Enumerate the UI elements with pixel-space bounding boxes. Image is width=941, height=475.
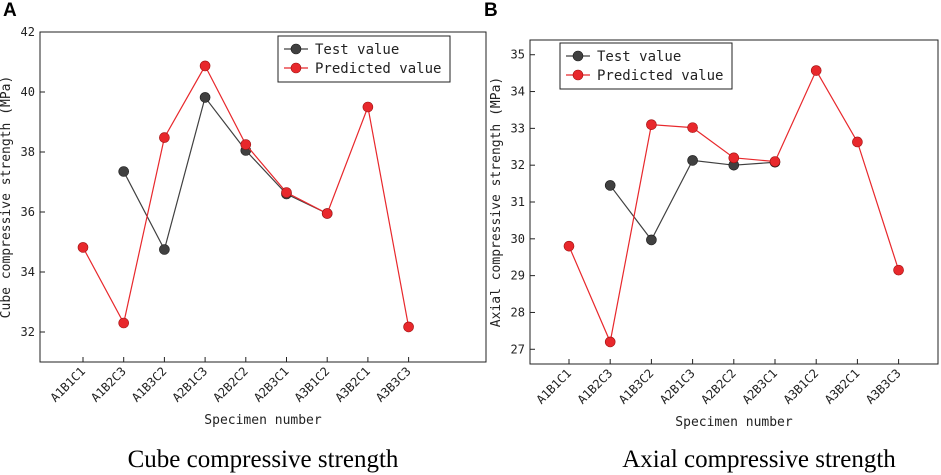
panel-a-series-0-point (118, 166, 129, 177)
panel-b-y-tick-label: 33 (511, 121, 525, 135)
panel-b-y-tick-label: 28 (511, 305, 525, 319)
panel-a-series-1-point (403, 321, 414, 333)
panel-b-x-tick-label: A1B2C3 (575, 366, 616, 407)
panel-b-series-1-point (769, 156, 781, 167)
panel-b-x-tick-label: A1B1C1 (534, 366, 575, 407)
panel-b-x-axis-title: Specimen number (675, 415, 793, 430)
panel-b-series-1-point (687, 122, 698, 133)
panel-a-series-1-point (77, 242, 89, 253)
panel-a-x-axis-title: Specimen number (204, 413, 322, 428)
panel-a-legend-marker-0 (290, 43, 302, 55)
panel-b-y-tick-label: 32 (511, 158, 525, 172)
panel-a-series-1-point (240, 139, 252, 150)
panel-b-series-1-point (728, 152, 740, 164)
panel-a-letter: A (3, 0, 17, 21)
panel-a-legend-label-1: Predicted value (315, 61, 441, 77)
panel-b-x-tick-label: A1B3C2 (616, 366, 657, 407)
panel-a-x-tick-label: A1B1C1 (48, 364, 89, 405)
panel-b-letter: B (484, 0, 498, 21)
panel-a-x-tick-label: A3B1C2 (292, 364, 333, 405)
panel-a-series-1-line (82, 64, 410, 328)
panel-a-series-1-point (321, 208, 333, 219)
panel-b-y-tick-label: 27 (511, 342, 525, 356)
panel-b-y-axis-title: Axial compressive strength (MPa) (489, 77, 504, 327)
panel-b-y-tick-label: 35 (511, 48, 525, 62)
panel-a-series-1-point (281, 187, 292, 198)
panel-b-series-1-point (893, 264, 904, 276)
panel-b-y-tick-label: 30 (511, 232, 525, 246)
panel-b-x-tick-label: A2B3C1 (740, 366, 781, 407)
panel-b: B Axial compressive strength 27 28 29 30 31 3… (484, 0, 939, 473)
panel-a-plot-frame (39, 31, 487, 363)
panel-a-x-tick-label: A3B3C3 (373, 364, 414, 405)
panel-a-y-tick-label: 34 (21, 265, 35, 279)
panel-a-legend-box (277, 35, 451, 83)
panel-b-series-0-line (609, 159, 776, 242)
panel-a-y-tick-label: 32 (21, 325, 35, 339)
panel-b-series-1-point (563, 240, 575, 252)
panel-a-y-tick-label: 36 (21, 205, 35, 219)
panel-a-y-axis-title: Cube compressive strength (MPa) (0, 76, 14, 319)
panel-a-series-1-point (159, 132, 170, 143)
panel-b-y-tick-label: 29 (511, 269, 525, 283)
panel-b-legend-label-0: Test value (597, 49, 681, 65)
panel-b-series-1-point (810, 65, 822, 76)
panel-b-series-1-line (568, 69, 900, 344)
panel-b-x-tick-label: A3B2C1 (822, 366, 863, 407)
panel-a: A Cube compressive strength 32 34 36 38 40 42… (0, 0, 487, 473)
panel-a-series-0-line (123, 96, 328, 252)
panel-b-series-0-point (687, 155, 698, 166)
panel-a-x-tick-label: A1B3C2 (129, 364, 170, 405)
panel-a-legend-label-0: Test value (315, 42, 399, 58)
panel-a-x-tick-label: A3B2C1 (332, 364, 373, 405)
panel-b-legend-label-1: Predicted value (597, 68, 723, 84)
panel-b-legend-box (559, 42, 733, 90)
panel-b-legend-marker-1 (572, 69, 584, 81)
panel-a-series-1-point (362, 101, 374, 113)
panel-a-y-tick-label: 42 (21, 25, 35, 39)
panel-b-legend-marker-0 (572, 50, 584, 62)
panel-a-y-tick-label: 38 (21, 145, 35, 159)
panel-a-series-0-point (199, 92, 211, 103)
panel-b-x-tick-label: A2B2C2 (698, 366, 739, 407)
panel-a-y-tick-label: 40 (21, 85, 35, 99)
panel-a-x-tick-label: A1B2C3 (88, 364, 129, 405)
panel-a-legend: Test value Predicted value (277, 35, 451, 83)
panel-b-x-tick-label: A3B3C3 (863, 366, 904, 407)
panel-a-series-0-point (159, 244, 170, 255)
panel-b-x-tick-label: A2B1C3 (657, 366, 698, 407)
panel-b-series-1-point (852, 136, 863, 148)
panel-b-series-1-point (604, 336, 616, 348)
panel-a-legend-marker-1 (290, 62, 302, 74)
panel-b-y-tick-label: 34 (511, 85, 525, 99)
panel-b-y-tick-label: 31 (511, 195, 525, 209)
panel-a-x-tick-label: A2B3C1 (251, 364, 292, 405)
panel-b-x-tick-label: A3B1C2 (781, 366, 822, 407)
panel-a-series-1-point (118, 317, 129, 329)
panel-b-series-1-point (646, 119, 657, 130)
panel-b-series-0-point (646, 234, 657, 246)
panel-b-series-0-point (604, 180, 616, 191)
panel-a-x-tick-label: A2B1C3 (170, 364, 211, 405)
panel-a-series-1-point (199, 60, 211, 72)
panel-a-caption: Cube compressive strength (128, 446, 399, 473)
panel-b-caption: Axial compressive strength (622, 446, 896, 473)
panel-a-x-tick-label: A2B2C2 (210, 364, 251, 405)
panel-b-legend: Test value Predicted value (559, 42, 733, 90)
